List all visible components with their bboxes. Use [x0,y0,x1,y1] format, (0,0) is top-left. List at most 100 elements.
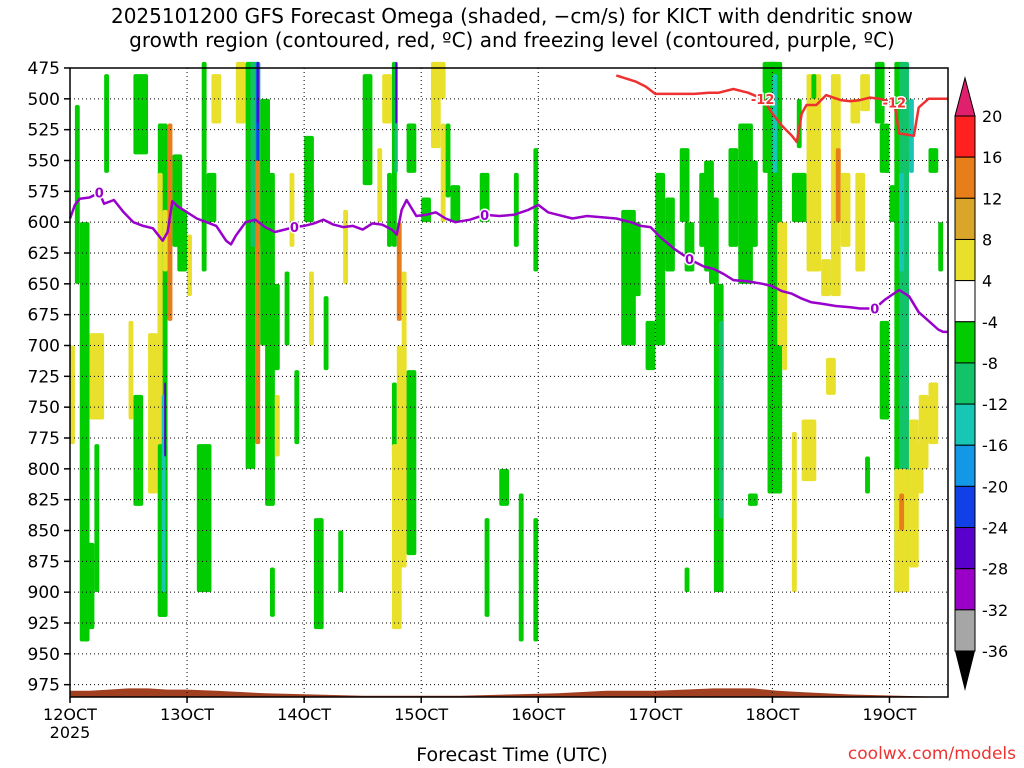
omega-cell [718,320,724,519]
omega-cell [630,222,641,297]
omega-cell [387,172,392,247]
omega-cell [499,468,509,506]
y-tick-label: 950 [28,645,60,665]
omega-cell [928,148,939,173]
omega-cell [772,74,778,173]
omega-cell [421,197,431,223]
colorbar-tick-label: -24 [982,519,1008,538]
colorbar-tick-label: -36 [982,642,1008,661]
y-tick-label: 850 [28,522,60,542]
y-tick-label: 925 [28,614,60,634]
omega-cell [748,160,758,247]
omega-cell [235,61,246,124]
omega-cell [162,209,168,272]
omega-cell [133,394,144,506]
surface-terrain [70,688,948,697]
omega-cell [274,394,280,457]
omega-cell [513,172,519,247]
y-tick-label: 700 [28,337,60,357]
chart-title-line2: growth region (contoured, red, ºC) and f… [129,28,895,52]
omega-cell [450,185,461,223]
omega-cell [177,209,188,272]
omega-cell [304,135,314,223]
colorbar-top-arrow [954,76,976,117]
omega-cell [928,382,939,445]
omega-cell [323,296,329,371]
omega-cell [94,444,100,593]
omega-cell [70,345,75,445]
colorbar-tick-label: 20 [982,107,1002,126]
omega-cell [382,74,392,124]
omega-cell [284,271,290,346]
freezing-level-contour-label: 0 [685,253,694,268]
omega-cell [338,530,344,593]
colorbar-segment [954,362,976,405]
y-tick-label: 625 [28,244,60,264]
omega-cell [708,197,719,284]
omega-cell [74,105,80,284]
colorbar-segment [954,444,976,487]
colorbar-tick-label: -12 [982,395,1008,414]
colorbar-segment [954,568,976,611]
colorbar-tick-label: -28 [982,560,1008,579]
omega-cell [206,172,217,223]
colorbar-segment [954,280,976,323]
omega-cell [840,172,851,247]
omega-cell [196,444,212,593]
omega-cell [211,74,222,124]
omega-shading [70,61,944,642]
omega-cell [879,320,890,420]
omega-cell [791,172,807,223]
omega-cell [440,123,446,223]
omega-cell [391,382,397,457]
omega-cell [748,493,758,506]
y-tick-label: 500 [28,90,60,110]
y-tick-label: 825 [28,491,60,511]
chart-title-line1: 2025101200 GFS Forecast Omega (shaded, −… [110,4,914,28]
freezing-level-contour-label: 0 [480,209,489,224]
x-tick-label: 15OCT [394,705,448,724]
omega-cell [133,74,149,155]
colorbar-tick-label: -8 [982,354,998,373]
colorbar: 20 16 12 8 4 -4 -8 -12 -16 -20 -24 -28 -32 -36 [954,76,1008,691]
y-tick-label: 575 [28,182,60,202]
omega-cell [518,493,524,642]
omega-cell [938,222,944,272]
omega-cell [395,61,398,124]
omega-cell [401,271,407,420]
omega-cell [391,444,402,630]
omega-cell [377,148,383,223]
omega-cell [157,172,163,469]
omega-cell [79,222,90,642]
y-tick-label: 800 [28,460,60,480]
freezing-level-contour-label: 0 [870,303,879,318]
omega-cell [164,382,167,457]
omega-cell [396,222,402,321]
omega-cell [187,234,192,297]
omega-cell [479,172,490,223]
omega-cell [665,197,675,272]
x-tick-label: 19OCT [863,705,917,724]
omega-cell [767,61,783,494]
y-tick-label: 600 [28,213,60,233]
y-tick-label: 875 [28,552,60,572]
colorbar-tick-label: 8 [982,230,992,249]
colorbar-segment [954,527,976,570]
omega-cell [533,222,539,272]
omega-cell [860,74,870,112]
y-tick-label: 775 [28,429,60,449]
colorbar-segment [954,485,976,529]
omega-cell [89,333,105,420]
omega-cell [406,370,417,556]
colorbar-segment [954,115,976,158]
omega-cell [435,61,446,99]
omega-cell [782,283,788,371]
colorbar-segment [954,321,976,364]
colorbar-tick-label: 16 [982,148,1002,167]
x-tick-sublabel: 2025 [50,723,91,742]
colorbar-segment [954,156,976,199]
x-tick-label: 16OCT [511,705,565,724]
omega-cell [884,160,890,173]
dgz-contour [615,74,948,144]
omega-cell [655,172,666,346]
